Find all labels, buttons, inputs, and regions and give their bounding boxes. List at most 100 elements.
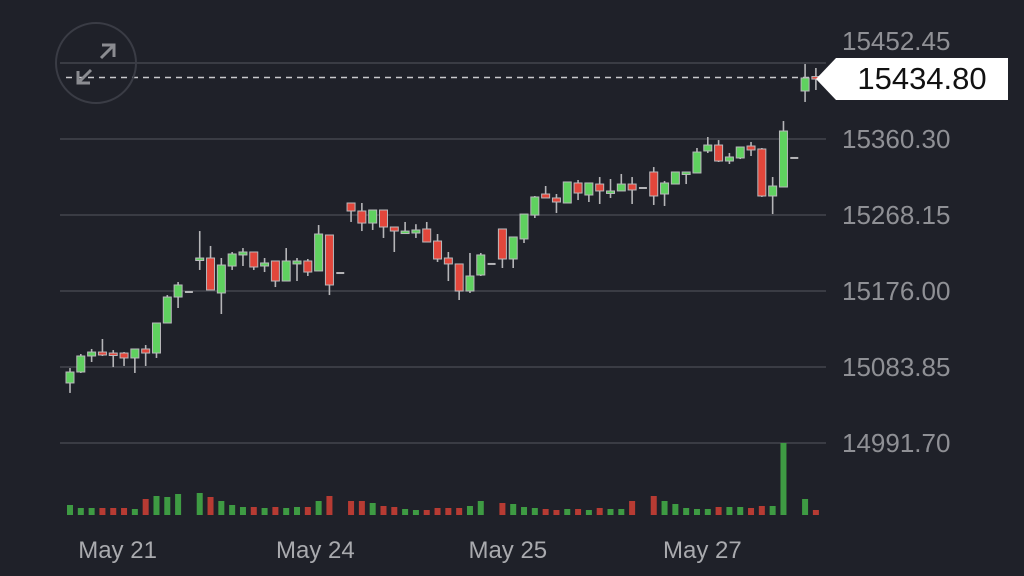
volume-bar bbox=[348, 501, 355, 515]
volume-bar bbox=[99, 508, 106, 515]
candle-up bbox=[768, 185, 778, 197]
candle-up bbox=[400, 230, 410, 235]
volume-bar bbox=[121, 508, 128, 515]
candle-up bbox=[216, 264, 226, 294]
candle-down bbox=[454, 263, 464, 292]
volume-bar bbox=[304, 507, 311, 515]
volume-bar bbox=[726, 507, 733, 515]
y-tick-label: 14991.70 bbox=[842, 428, 951, 458]
volume-bar bbox=[456, 508, 463, 515]
volume-bar bbox=[77, 508, 84, 515]
candle-up bbox=[692, 151, 702, 174]
volume-bar bbox=[758, 506, 765, 515]
volume-bar bbox=[466, 506, 473, 515]
candle-up bbox=[530, 196, 540, 216]
candle-up bbox=[465, 275, 475, 292]
volume-bar bbox=[142, 499, 149, 515]
x-tick-label: May 25 bbox=[468, 537, 548, 564]
volume-bar bbox=[683, 508, 690, 515]
volume-bar bbox=[629, 501, 636, 515]
last-price-value: 15434.80 bbox=[857, 61, 987, 96]
volume-bar bbox=[88, 508, 95, 515]
x-tick-label: May 24 bbox=[276, 537, 355, 564]
x-tick-label: May 21 bbox=[78, 537, 157, 564]
x-tick-label: May 27 bbox=[663, 537, 742, 564]
candle-down bbox=[573, 182, 583, 194]
candle-up bbox=[724, 156, 734, 162]
volume-bar bbox=[510, 504, 517, 515]
volume-bar bbox=[531, 508, 538, 515]
volume-bar bbox=[553, 510, 560, 515]
candle-down bbox=[206, 257, 216, 291]
candle-up bbox=[227, 253, 237, 267]
candle-up bbox=[778, 130, 788, 188]
candle-up bbox=[151, 322, 161, 354]
candle-up bbox=[519, 213, 529, 240]
volume-bar bbox=[218, 501, 225, 515]
last-price-tag: 15434.80 bbox=[816, 58, 1008, 100]
candle-down bbox=[346, 202, 356, 212]
candle-up bbox=[703, 144, 713, 152]
candle-up bbox=[65, 371, 75, 384]
candle-up bbox=[314, 233, 324, 272]
volume-bar bbox=[650, 496, 657, 515]
candle-down bbox=[141, 348, 151, 354]
candle-up bbox=[281, 260, 291, 282]
volume-bar bbox=[672, 504, 679, 515]
candle-up bbox=[87, 351, 97, 357]
candle-down bbox=[649, 171, 659, 197]
volume-bar bbox=[737, 507, 744, 515]
candle-down bbox=[249, 251, 259, 268]
candle-up bbox=[800, 77, 810, 92]
volume-bar bbox=[564, 509, 571, 515]
candle-up bbox=[292, 260, 302, 265]
volume-bar bbox=[380, 506, 387, 515]
volume-bar bbox=[358, 501, 365, 515]
volume-bar bbox=[585, 510, 592, 515]
volume-bar bbox=[250, 507, 257, 515]
candle-up bbox=[660, 182, 670, 195]
volume-bar bbox=[315, 501, 322, 515]
volume-bar bbox=[434, 508, 441, 515]
volume-bar bbox=[423, 510, 430, 515]
y-tick-label: 15452.45 bbox=[842, 26, 951, 56]
volume-bar bbox=[153, 496, 160, 515]
candle-up bbox=[260, 262, 270, 267]
expand-chart-button[interactable] bbox=[55, 22, 137, 104]
candle-up bbox=[130, 348, 140, 359]
volume-bar bbox=[693, 509, 700, 515]
volume-bar bbox=[369, 503, 376, 515]
volume-bar bbox=[802, 499, 809, 515]
candle-down bbox=[714, 144, 724, 162]
candle-up bbox=[238, 251, 248, 256]
volume-bar bbox=[607, 509, 614, 515]
volume-bar bbox=[575, 509, 582, 515]
candle-up bbox=[411, 229, 421, 234]
candle-down bbox=[324, 234, 334, 286]
candle-down bbox=[378, 209, 388, 228]
y-tick-label: 15268.15 bbox=[842, 200, 951, 230]
volume-bar bbox=[131, 509, 138, 515]
volume-bar bbox=[294, 507, 301, 515]
candle-up bbox=[368, 209, 378, 224]
volume-bar bbox=[402, 509, 409, 515]
candle-down bbox=[108, 352, 118, 357]
volume-bar bbox=[477, 501, 484, 515]
candle-up bbox=[195, 257, 205, 262]
y-tick-label: 15083.85 bbox=[842, 352, 951, 382]
volume-bar bbox=[110, 508, 117, 515]
candle-up bbox=[76, 355, 86, 373]
volume-bar bbox=[207, 497, 214, 515]
candle-up bbox=[476, 254, 486, 276]
volume-bar bbox=[391, 507, 398, 515]
candle-down bbox=[119, 352, 129, 359]
candle-up bbox=[508, 236, 518, 260]
candle-down bbox=[270, 260, 280, 282]
candle-down bbox=[551, 197, 561, 203]
volume-bar bbox=[521, 507, 528, 515]
volume-bar bbox=[542, 509, 549, 515]
candle-down bbox=[422, 228, 432, 243]
candle-down bbox=[627, 183, 637, 191]
volume-bar bbox=[596, 508, 603, 515]
